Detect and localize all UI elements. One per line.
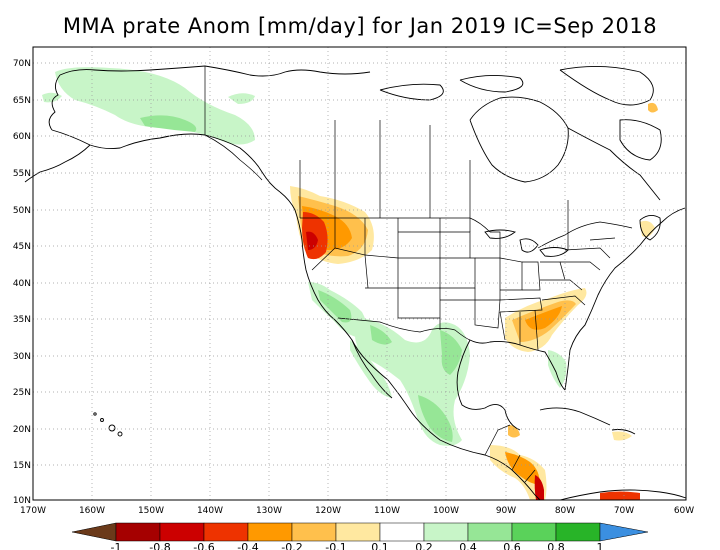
- lat-label: 35N: [13, 315, 31, 325]
- lon-label: 90W: [496, 506, 516, 516]
- colorbar-bin: [159, 522, 205, 542]
- lat-label: 65N: [13, 96, 31, 106]
- coastlines: [24, 65, 687, 501]
- lon-label: 110W: [374, 506, 400, 516]
- wet-region-florida: [548, 350, 567, 388]
- colorbar-bin: [555, 522, 601, 542]
- lon-label: 170W: [20, 506, 46, 516]
- lon-label: 160W: [79, 506, 105, 516]
- lat-label: 40N: [13, 279, 31, 289]
- anomaly-shading: [42, 67, 658, 500]
- dry-region-pnw-max: [306, 231, 318, 250]
- colorbar: -1 -0.8 -0.6 -0.4 -0.2 -0.1 0.1 0.2 0.4 …: [71, 522, 649, 550]
- colorbar-label: 0.8: [547, 541, 565, 550]
- colorbar-bin: [291, 522, 337, 542]
- lat-label: 15N: [13, 461, 31, 471]
- dry-region-labrador: [648, 102, 658, 113]
- colorbar-label: 0.1: [371, 541, 389, 550]
- wet-region-alaska-core: [140, 115, 197, 132]
- political-borders: [204, 66, 633, 483]
- dry-region-yucatan: [508, 425, 520, 438]
- lon-label: 80W: [555, 506, 575, 516]
- colorbar-label: -1: [111, 541, 122, 550]
- dry-region-south-america: [600, 491, 640, 500]
- dry-region-central-america-max: [534, 475, 544, 500]
- wet-region-sw-mid: [370, 325, 392, 345]
- colorbar-max-arrow: [599, 522, 649, 542]
- wet-region-alaska-ne: [228, 93, 255, 104]
- wet-region-mexico-mid: [440, 330, 462, 375]
- lon-label: 140W: [197, 506, 223, 516]
- colorbar-label: -0.4: [237, 541, 258, 550]
- colorbar-label: -0.2: [281, 541, 302, 550]
- lat-label: 30N: [13, 352, 31, 362]
- dry-region-caribbean: [612, 431, 632, 441]
- wet-region-mexico-s: [418, 395, 453, 442]
- colorbar-min-arrow: [71, 522, 117, 542]
- lat-label: 50N: [13, 206, 31, 216]
- lat-label: 70N: [13, 59, 31, 69]
- lon-label: 130W: [256, 506, 282, 516]
- lon-label: 60W: [674, 506, 694, 516]
- dry-region-southeast-strong: [525, 306, 562, 330]
- map-title: MMA prate Anom [mm/day] for Jan 2019 IC=…: [62, 14, 658, 38]
- colorbar-bin: [335, 522, 381, 542]
- dry-region-central-america-mid: [505, 452, 540, 485]
- lon-label: 120W: [315, 506, 341, 516]
- lat-label: 45N: [13, 242, 31, 252]
- colorbar-bin: [467, 522, 513, 542]
- wet-region-baja: [350, 340, 392, 398]
- lat-label: 55N: [13, 169, 31, 179]
- dry-region-newfoundland: [640, 220, 655, 237]
- colorbar-label: 0.2: [415, 541, 433, 550]
- wet-region-california-mid: [318, 290, 352, 323]
- colorbar-label: -0.6: [193, 541, 214, 550]
- colorbar-label: 0.4: [459, 541, 477, 550]
- lon-label: 150W: [138, 506, 164, 516]
- lat-label: 10N: [13, 496, 31, 506]
- lat-label: 25N: [13, 388, 31, 398]
- colorbar-bin: [203, 522, 249, 542]
- colorbar-label: -0.1: [325, 541, 346, 550]
- colorbar-label: -0.8: [149, 541, 170, 550]
- latitude-labels: 70N 65N 60N 55N 50N 45N 40N 35N 30N 25N …: [13, 59, 31, 506]
- colorbar-label: 0.6: [503, 541, 521, 550]
- lat-label: 60N: [13, 132, 31, 142]
- grid-lines: [33, 47, 686, 500]
- colorbar-bin: [115, 522, 161, 542]
- lat-label: 20N: [13, 425, 31, 435]
- lon-label: 100W: [433, 506, 459, 516]
- colorbar-label: 1: [597, 541, 604, 550]
- colorbar-bin: [511, 522, 557, 542]
- colorbar-bin: [423, 522, 469, 542]
- longitude-labels: 170W 160W 150W 140W 130W 120W 110W 100W …: [20, 506, 694, 516]
- colorbar-bin: [247, 522, 293, 542]
- colorbar-bin: [379, 522, 425, 542]
- lon-label: 70W: [614, 506, 634, 516]
- map-frame: [32, 46, 687, 501]
